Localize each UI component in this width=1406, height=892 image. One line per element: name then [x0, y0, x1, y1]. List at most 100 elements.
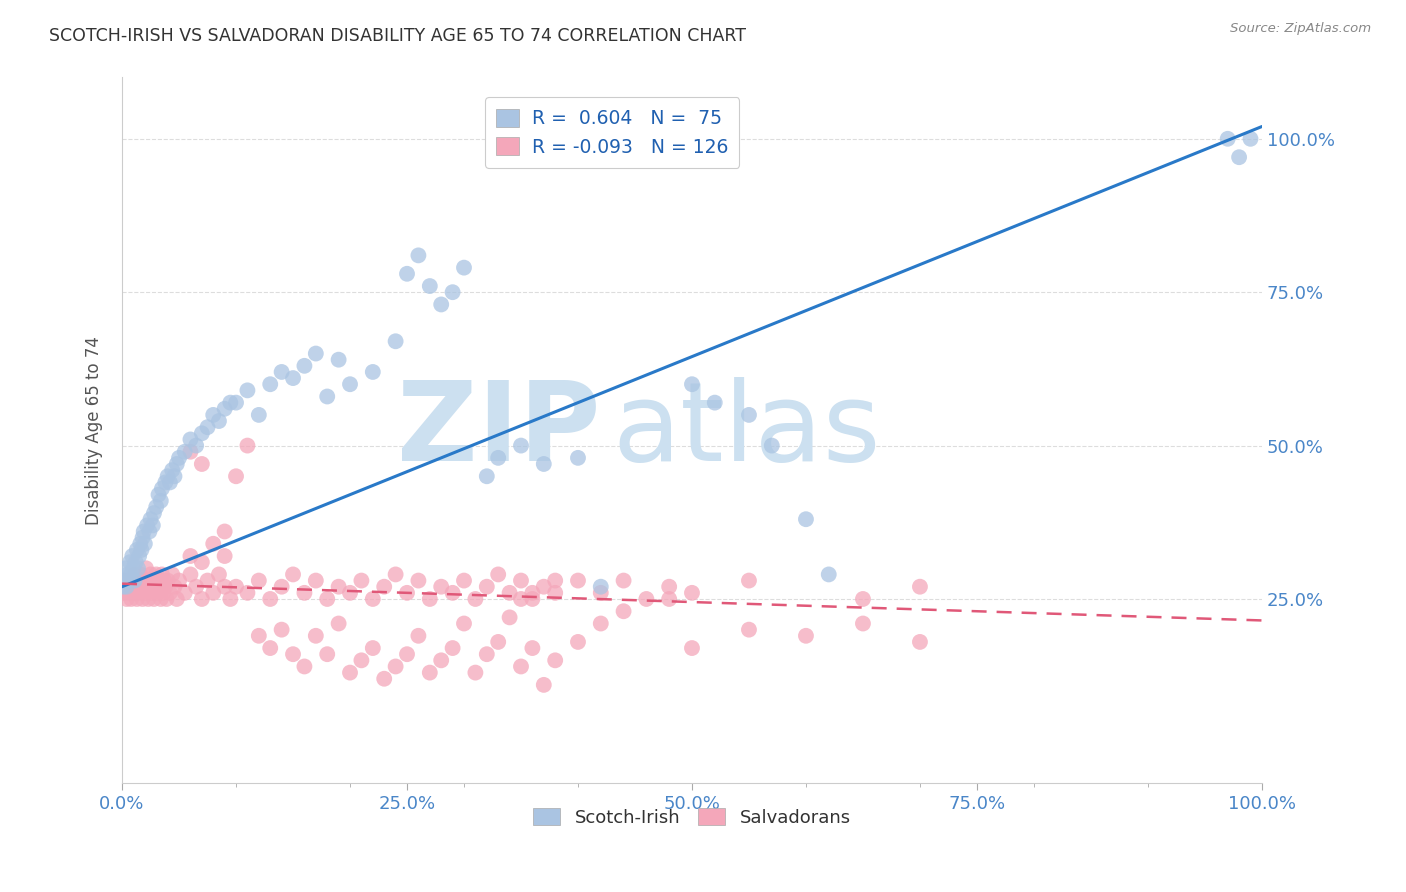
Point [197, 420, 219, 434]
Point [1227, 150, 1250, 164]
Point [1239, 132, 1261, 146]
Point [510, 574, 533, 588]
Point [498, 586, 520, 600]
Point [120, 567, 142, 582]
Point [197, 574, 219, 588]
Y-axis label: Disability Age 65 to 74: Disability Age 65 to 74 [86, 335, 103, 524]
Point [214, 580, 236, 594]
Point [852, 591, 875, 606]
Point [464, 591, 486, 606]
Point [281, 567, 304, 582]
Point [373, 580, 395, 594]
Point [150, 482, 173, 496]
Point [361, 641, 384, 656]
Point [395, 586, 418, 600]
Point [270, 623, 292, 637]
Point [167, 450, 190, 465]
Point [159, 475, 181, 490]
Point [163, 580, 186, 594]
Point [129, 567, 152, 582]
Point [143, 591, 166, 606]
Point [247, 574, 270, 588]
Point [453, 616, 475, 631]
Point [225, 580, 247, 594]
Point [138, 524, 160, 539]
Point [441, 285, 464, 300]
Point [219, 395, 242, 409]
Point [128, 549, 150, 563]
Point [270, 365, 292, 379]
Point [384, 567, 406, 582]
Point [191, 457, 214, 471]
Point [166, 591, 188, 606]
Point [294, 359, 316, 373]
Point [132, 524, 155, 539]
Point [703, 395, 725, 409]
Point [142, 574, 165, 588]
Point [589, 580, 612, 594]
Point [152, 586, 174, 600]
Point [131, 591, 153, 606]
Point [138, 580, 160, 594]
Point [738, 408, 761, 422]
Point [173, 586, 195, 600]
Point [430, 580, 453, 594]
Point [236, 586, 259, 600]
Point [613, 604, 636, 618]
Point [145, 567, 167, 582]
Point [361, 591, 384, 606]
Point [125, 580, 148, 594]
Point [120, 591, 142, 606]
Point [141, 586, 163, 600]
Point [156, 469, 179, 483]
Point [202, 408, 225, 422]
Point [533, 457, 555, 471]
Point [384, 334, 406, 349]
Point [681, 377, 703, 392]
Point [522, 641, 544, 656]
Point [166, 457, 188, 471]
Point [129, 537, 152, 551]
Point [135, 561, 157, 575]
Point [179, 549, 201, 563]
Point [150, 567, 173, 582]
Point [118, 586, 141, 600]
Point [544, 574, 567, 588]
Point [544, 653, 567, 667]
Point [339, 586, 361, 600]
Point [510, 439, 533, 453]
Point [186, 580, 208, 594]
Point [533, 580, 555, 594]
Point [112, 574, 135, 588]
Point [146, 586, 169, 600]
Point [247, 629, 270, 643]
Point [114, 561, 136, 575]
Point [430, 653, 453, 667]
Point [350, 653, 373, 667]
Point [419, 279, 441, 293]
Point [453, 260, 475, 275]
Point [294, 586, 316, 600]
Point [350, 574, 373, 588]
Point [136, 591, 159, 606]
Point [214, 401, 236, 416]
Point [328, 616, 350, 631]
Point [160, 567, 183, 582]
Point [738, 574, 761, 588]
Point [131, 531, 153, 545]
Point [179, 444, 201, 458]
Point [408, 574, 430, 588]
Point [658, 591, 681, 606]
Point [125, 555, 148, 569]
Point [361, 365, 384, 379]
Point [236, 384, 259, 398]
Point [136, 574, 159, 588]
Point [339, 665, 361, 680]
Point [118, 555, 141, 569]
Text: SCOTCH-IRISH VS SALVADORAN DISABILITY AGE 65 TO 74 CORRELATION CHART: SCOTCH-IRISH VS SALVADORAN DISABILITY AG… [49, 27, 747, 45]
Point [202, 586, 225, 600]
Point [510, 591, 533, 606]
Point [852, 616, 875, 631]
Point [148, 574, 170, 588]
Point [328, 580, 350, 594]
